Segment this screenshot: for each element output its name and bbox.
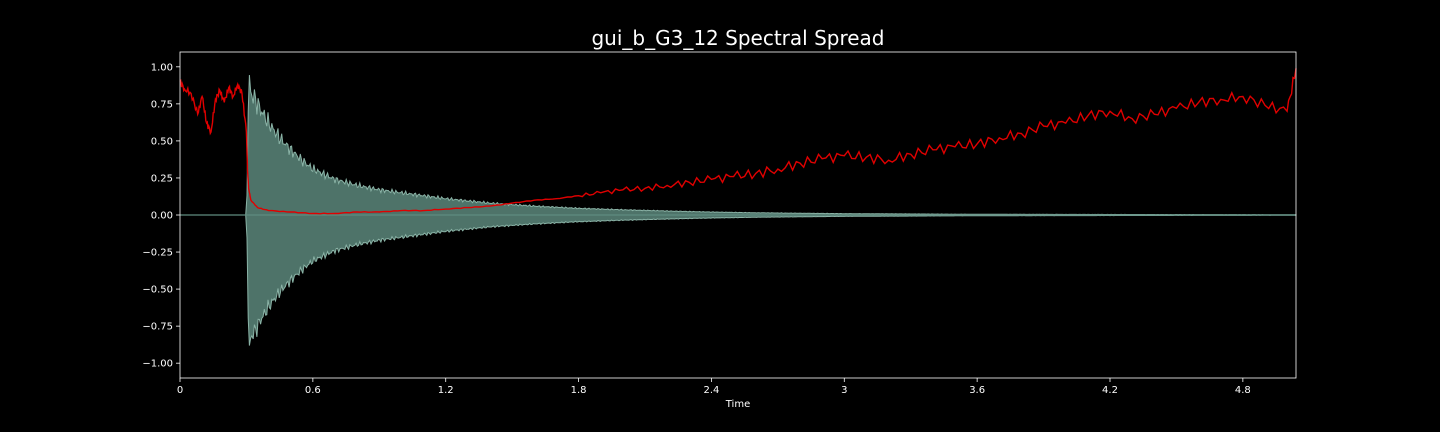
y-tick-label: −0.25 [142, 248, 173, 259]
y-tick-label: −0.75 [142, 322, 173, 333]
axes: 0 0.6 1.2 1.8 2.4 3 3.6 4.2 4.8 1.00 0.75 0.50 0.25 0… [142, 51, 1297, 396]
x-tick-label: 0 [177, 385, 183, 396]
x-tick-label: 4.8 [1235, 385, 1251, 396]
y-tick-label: 0.50 [151, 136, 173, 147]
y-tick-label: −1.00 [142, 359, 173, 370]
y-tick-label: 0.25 [151, 173, 173, 184]
x-tick-label: 1.2 [438, 385, 454, 396]
x-tick-label: 1.8 [571, 385, 587, 396]
y-tick-label: −0.50 [142, 285, 173, 296]
y-tick-label: 1.00 [151, 62, 173, 73]
waveform-fill [180, 74, 1297, 346]
chart-title: gui_b_G3_12 Spectral Spread [591, 26, 885, 50]
plot-area [179, 68, 1297, 346]
spectral-spread-line [179, 68, 1297, 215]
x-tick-label: 4.2 [1102, 385, 1118, 396]
x-axis-label: Time [725, 399, 750, 410]
x-tick-label: 3 [841, 385, 847, 396]
x-tick-label: 0.6 [305, 385, 321, 396]
x-tick-label: 3.6 [969, 385, 985, 396]
y-tick-label: 0.00 [151, 211, 173, 222]
x-tick-label: 2.4 [703, 385, 719, 396]
y-tick-label: 0.75 [151, 99, 173, 110]
